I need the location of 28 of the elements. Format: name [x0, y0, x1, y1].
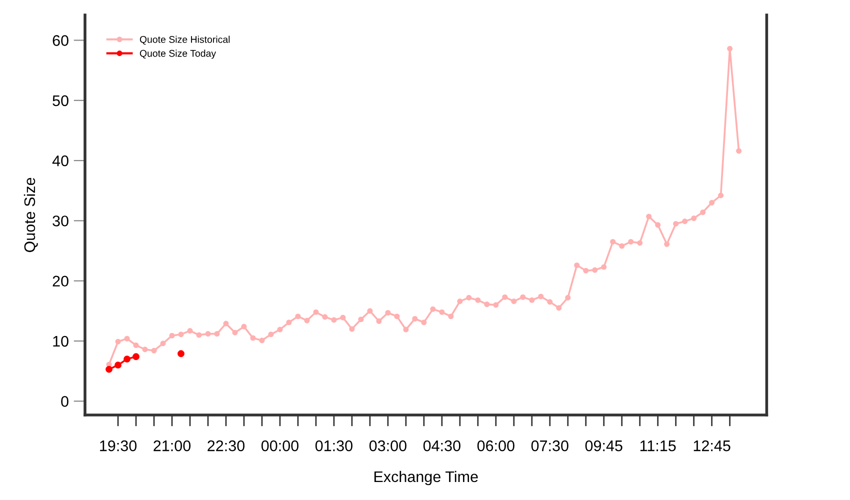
point: [178, 350, 184, 358]
x-tick-label: 19:30: [100, 440, 137, 452]
x-tick-label: 12:45: [694, 440, 730, 452]
point: [124, 356, 130, 363]
x-tick-label: 07:30: [531, 440, 568, 452]
y-axis-title: Quote Size: [24, 178, 38, 252]
x-tick-label: 06:00: [477, 440, 514, 452]
y-tick-label: 20: [52, 276, 68, 287]
x-tick-label: 21:00: [154, 440, 191, 452]
y-tick-label: 40: [52, 155, 68, 166]
x-tick-label: 00:00: [261, 440, 298, 452]
y-tick-label: 10: [53, 336, 68, 347]
x-tick-label: 01:30: [315, 440, 352, 452]
x-tick-label: 09:45: [585, 440, 622, 452]
y-tick-label: 30: [52, 216, 68, 226]
y-tick-label: 60: [52, 35, 68, 46]
x-tick-label: 04:30: [423, 440, 460, 452]
point: [106, 366, 112, 373]
legend-label: Quote Size Historical: [140, 36, 230, 45]
point: [114, 362, 122, 369]
x-tick-label: 03:00: [369, 440, 406, 452]
point: [132, 353, 140, 360]
legend-label: Quote Size Today: [140, 50, 216, 59]
y-tick-label: 50: [52, 95, 68, 106]
x-axis-title: Exchange Time: [374, 470, 478, 486]
y-tick-label: 0: [61, 396, 68, 407]
x-tick-label: 22:30: [208, 440, 245, 452]
x-tick-label: 11:15: [640, 440, 676, 452]
